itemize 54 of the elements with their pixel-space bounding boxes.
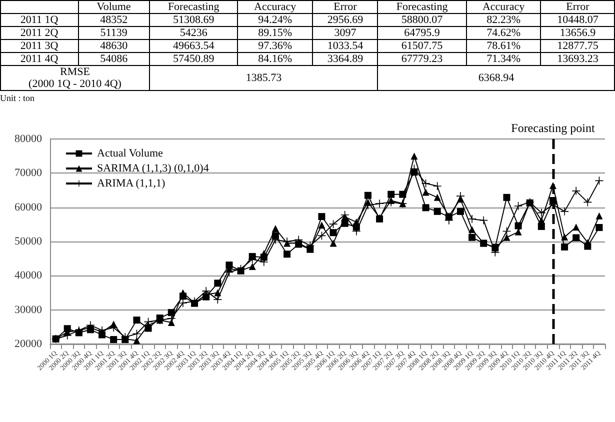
text: 3097 (334, 27, 356, 39)
text: 10448.07 (557, 14, 598, 26)
text: 58800.07 (401, 14, 443, 26)
text: 1033.54 (327, 40, 364, 52)
text: 1385.73 (246, 72, 282, 84)
y-tick-label: 30000 (14, 304, 42, 316)
text: 61507.75 (401, 40, 443, 52)
y-tick-label: 70000 (14, 167, 42, 180)
text: 54086 (100, 53, 128, 65)
legend-label: ARIMA (1,1,1) (97, 178, 166, 190)
text: 54236 (180, 27, 208, 39)
legend-label: Actual Volume (97, 148, 164, 160)
text: 78.61% (486, 40, 520, 52)
category-label: 2011 1Q (20, 14, 58, 26)
text: 51139 (100, 27, 128, 39)
text: 57450.89 (172, 53, 214, 65)
text: Unit : ton (0, 93, 36, 103)
text: 74.62% (486, 27, 520, 39)
text: 6368.94 (478, 72, 514, 84)
category-label: RMSE (2000 1Q - 2010 4Q) (28, 66, 122, 90)
text: 89.15% (258, 27, 292, 39)
category-label: Accuracy (466, 0, 541, 14)
text: 64795.9 (404, 27, 440, 39)
y-tick-label: 40000 (14, 270, 42, 282)
text: 51308.69 (172, 14, 214, 26)
category-label: Forecasting (150, 0, 238, 14)
y-tick-label: 20000 (14, 338, 42, 350)
text: 12877.75 (557, 40, 598, 52)
category-label: 2011 4Q (20, 53, 58, 65)
text: 48630 (100, 40, 128, 52)
text: 97.36% (258, 40, 292, 52)
text: 67779.23 (401, 53, 443, 65)
text: 84.16% (258, 53, 292, 65)
text: 3364.89 (327, 53, 364, 65)
category-label: Accuracy (238, 0, 312, 14)
y-tick-label: 80000 (14, 133, 42, 145)
category-label: 2011 3Q (20, 40, 58, 52)
category-label: Volume (78, 0, 150, 14)
y-tick-label: 60000 (14, 201, 42, 214)
category-label: 2011 2Q (20, 27, 58, 39)
ref-line-label: Forecasting point (511, 121, 596, 135)
category-label: Error (540, 0, 614, 14)
legend-label: SARIMA (1,1,3) (0,1,0)4 (97, 162, 210, 174)
text: 82.23% (486, 14, 520, 26)
y-tick-label: 50000 (14, 236, 42, 248)
text: 13656.9 (560, 27, 596, 39)
text: 2956.69 (327, 14, 364, 26)
category-label: Error (312, 0, 378, 14)
text: 71.34% (486, 53, 520, 65)
text: 13693.23 (557, 53, 598, 65)
category-label: Forecasting (378, 0, 466, 14)
text: 94.24% (258, 14, 292, 26)
text: 48352 (100, 14, 128, 26)
text: 49663.54 (172, 40, 214, 52)
